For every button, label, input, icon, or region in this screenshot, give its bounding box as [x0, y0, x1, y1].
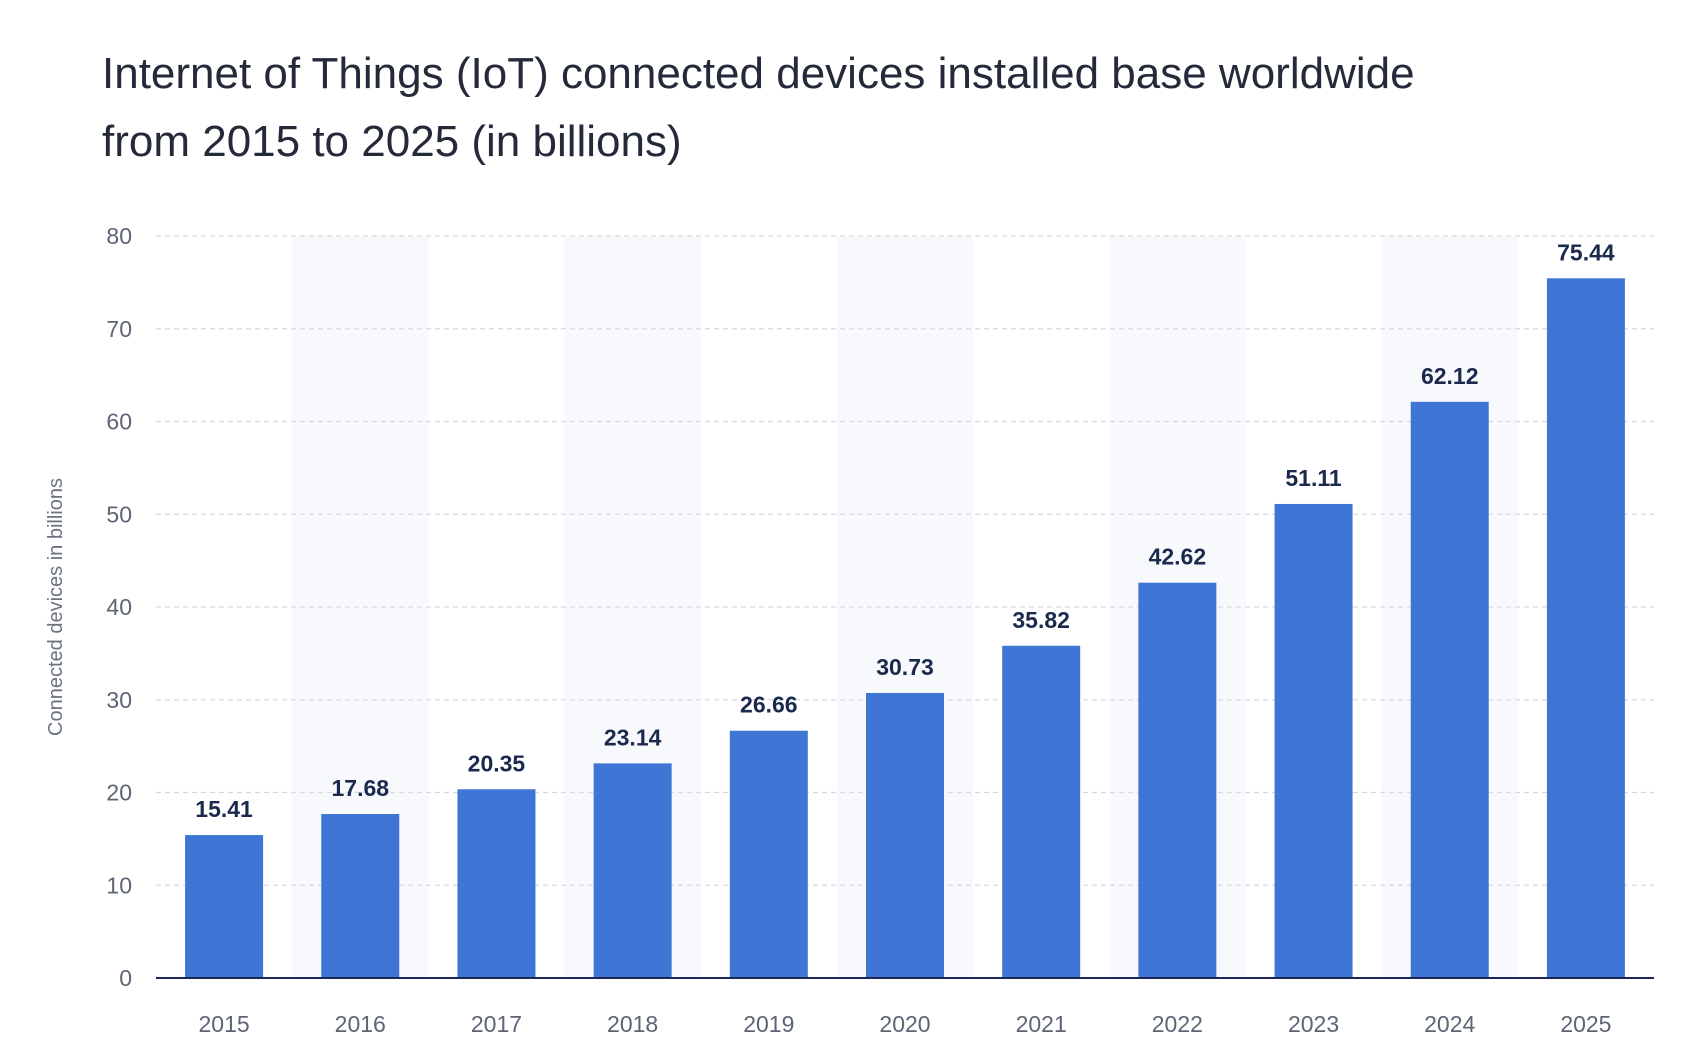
bar: [1138, 582, 1217, 978]
bar-data-label: 51.11: [1285, 465, 1341, 491]
bar: [866, 692, 944, 978]
x-tick-label: 2015: [199, 1011, 250, 1037]
bar: [1274, 503, 1353, 978]
x-tick-label: 2021: [1016, 1011, 1067, 1037]
y-axis-title: Connected devices in billions: [45, 478, 67, 736]
bar-data-label: 23.14: [604, 724, 662, 750]
bar: [1002, 645, 1081, 978]
y-tick-label: 60: [106, 409, 132, 435]
y-tick-label: 30: [106, 687, 132, 713]
chart-title-line-1: Internet of Things (IoT) connected devic…: [102, 49, 1415, 98]
y-axis-ticks: 0 10 20 30 40 50 60 70 80: [106, 223, 132, 991]
y-tick-label: 80: [106, 223, 132, 249]
x-tick-label: 2016: [335, 1011, 386, 1037]
bars: [185, 278, 1625, 978]
x-tick-label: 2019: [743, 1011, 794, 1037]
bar: [185, 835, 264, 978]
x-tick-label: 2022: [1152, 1011, 1203, 1037]
bar-data-label: 75.44: [1557, 239, 1615, 265]
y-tick-label: 50: [106, 501, 132, 527]
bar-data-label: 35.82: [1012, 607, 1070, 633]
bar-data-label: 20.35: [468, 750, 526, 776]
bar: [1410, 401, 1489, 978]
y-tick-label: 20: [106, 780, 132, 806]
y-tick-label: 70: [106, 316, 132, 342]
y-tick-label: 40: [106, 594, 132, 620]
chart-title: Internet of Things (IoT) connected devic…: [102, 40, 1602, 176]
bar-data-label: 26.66: [740, 692, 798, 718]
bar: [321, 814, 400, 978]
bar: [1546, 278, 1625, 978]
y-tick-label: 0: [119, 965, 132, 991]
x-axis-ticks: 2015 2016 2017 2018 2019 2020 2021 2022 2023 2024…: [199, 1011, 1612, 1037]
x-tick-label: 2023: [1288, 1011, 1339, 1037]
bar-data-label: 15.41: [195, 796, 253, 822]
x-tick-label: 2020: [879, 1011, 930, 1037]
x-tick-label: 2024: [1424, 1011, 1475, 1037]
x-tick-label: 2017: [471, 1011, 522, 1037]
bar: [729, 730, 808, 978]
bar-data-label: 62.12: [1421, 363, 1479, 389]
x-tick-label: 2025: [1560, 1011, 1611, 1037]
chart-title-line-2: from 2015 to 2025 (in billions): [102, 117, 682, 166]
bar: [457, 789, 536, 978]
bar: [593, 763, 672, 978]
bar-data-label: 17.68: [331, 775, 389, 801]
data-labels: 15.41 17.68 20.35 23.14 26.66 30.73 35.82 42.62…: [195, 239, 1615, 822]
y-tick-label: 10: [106, 872, 132, 898]
x-tick-label: 2018: [607, 1011, 658, 1037]
bar-data-label: 42.62: [1149, 544, 1207, 570]
bar-data-label: 30.73: [876, 654, 934, 680]
